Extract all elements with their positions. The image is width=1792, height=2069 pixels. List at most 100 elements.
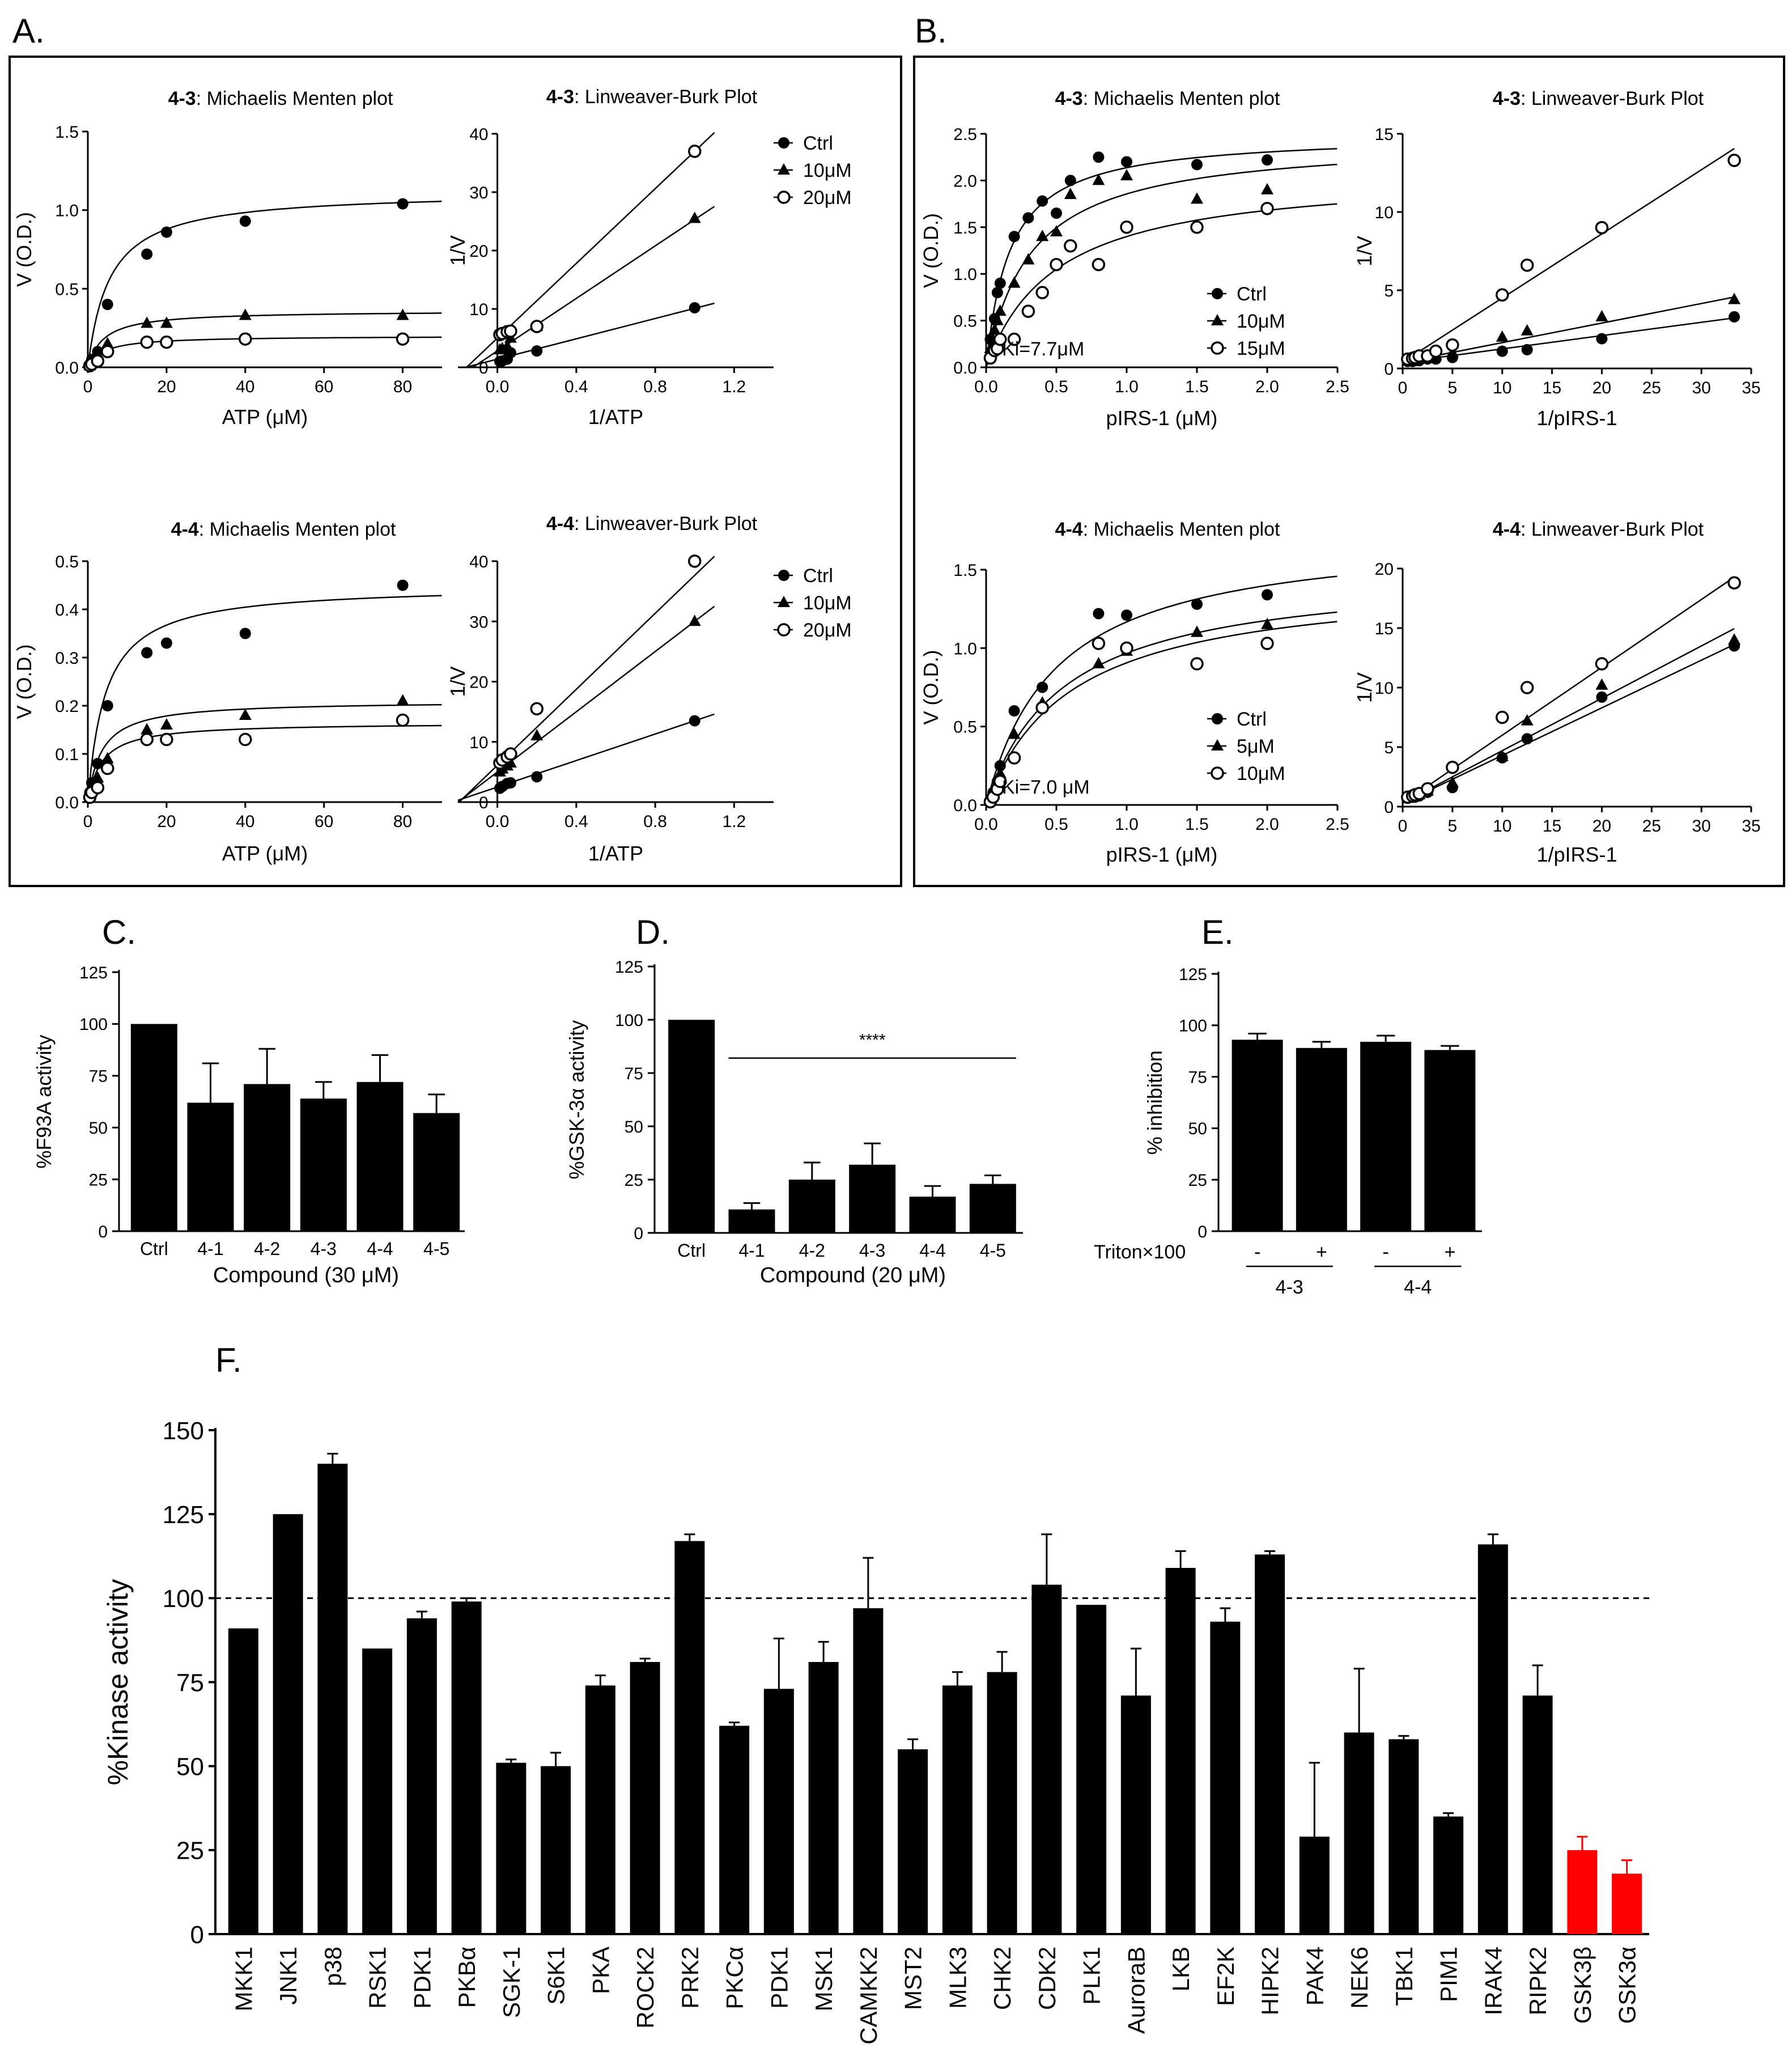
- x-tick-label: 0.8: [643, 378, 667, 396]
- series-Ctrl: [465, 302, 715, 368]
- data-point: [239, 332, 252, 346]
- legend-marker: [1211, 766, 1224, 780]
- series-10μM: [472, 206, 715, 368]
- x-tick-label: PKA: [587, 1947, 614, 1994]
- x-tick-label: AuroraB: [1123, 1947, 1149, 2034]
- x-axis-label: 1/pIRS-1: [1536, 843, 1617, 866]
- data-point: [1037, 681, 1048, 693]
- triton-sign: -: [1254, 1241, 1260, 1263]
- bar-SGK-1: [496, 1762, 526, 1934]
- bar-MLK3: [942, 1685, 973, 1934]
- chart-title: 4-3: Michaelis Menten plot: [168, 88, 393, 109]
- data-point: [1496, 330, 1509, 342]
- y-tick-label: 25: [176, 1837, 204, 1865]
- panel-label-c: C.: [102, 913, 136, 951]
- bar-4-4: [909, 1197, 956, 1233]
- x-tick-label: 0: [1398, 817, 1408, 836]
- data-point: [1007, 332, 1021, 346]
- data-point: [1262, 154, 1273, 166]
- x-tick-label: 5: [1448, 379, 1458, 397]
- bar-CDK2: [1031, 1584, 1062, 1934]
- fit-line: [1402, 317, 1735, 363]
- x-tick-label: 0.5: [1044, 815, 1068, 834]
- legend-label: 15μM: [1237, 338, 1285, 359]
- x-tick-label: 60: [315, 812, 333, 831]
- x-tick-label: 4-2: [254, 1239, 280, 1259]
- x-tick-label: 15: [1543, 379, 1561, 397]
- y-tick-label: 1.0: [953, 639, 977, 658]
- legend-marker: [1212, 288, 1223, 299]
- data-point: [239, 732, 252, 747]
- panel-label-d: D.: [636, 913, 670, 951]
- data-point: [1728, 292, 1741, 304]
- y-tick-label: 100: [615, 1011, 643, 1030]
- bar-PLK1: [1076, 1605, 1107, 1934]
- x-tick-label: CAMKK2: [855, 1947, 882, 2045]
- data-point: [530, 729, 543, 741]
- y-tick-label: 0.1: [55, 745, 79, 764]
- x-tick-label: Ctrl: [140, 1239, 168, 1259]
- data-point: [1092, 257, 1106, 272]
- data-point: [504, 324, 517, 338]
- bar-PDK1: [406, 1618, 437, 1934]
- data-point: [91, 354, 105, 368]
- x-tick-label: 20: [157, 812, 176, 831]
- data-point: [1521, 324, 1534, 336]
- y-tick-label: 75: [89, 1067, 108, 1086]
- y-tick-label: 40: [469, 553, 488, 571]
- y-tick-label: 1.5: [55, 123, 79, 142]
- bar-p38: [317, 1464, 348, 1934]
- data-point: [1596, 333, 1608, 345]
- x-tick-label: 0.8: [643, 812, 667, 831]
- legend-label: 10μM: [1237, 763, 1285, 785]
- y-axis-label: %Kinase activity: [102, 1579, 134, 1785]
- fit-curve: [87, 595, 442, 803]
- data-point: [688, 554, 702, 568]
- bar-PDK1: [763, 1689, 794, 1934]
- x-tick-label: MLK3: [944, 1947, 971, 2009]
- y-tick-label: 50: [625, 1118, 643, 1137]
- series-Ctrl: [984, 148, 1337, 368]
- data-point: [688, 145, 702, 158]
- x-tick-label: 10: [1493, 817, 1511, 836]
- data-point: [91, 781, 105, 795]
- data-point: [1037, 195, 1048, 207]
- data-point: [991, 313, 1004, 325]
- x-tick-label: 4-4: [367, 1239, 393, 1259]
- data-point: [1120, 169, 1133, 181]
- y-tick-label: 75: [625, 1065, 643, 1083]
- fit-curve: [87, 703, 442, 803]
- y-tick-label: 2.0: [953, 172, 977, 190]
- x-tick-label: PDK1: [409, 1947, 435, 2009]
- data-point: [1595, 309, 1608, 321]
- x-tick-label: 0: [83, 378, 93, 396]
- bar-RSK1: [362, 1648, 393, 1934]
- y-tick-label: 0.2: [55, 697, 79, 716]
- bar-PKCα: [719, 1725, 750, 1934]
- legend-label: 10μM: [803, 160, 852, 181]
- data-point: [160, 718, 173, 730]
- x-tick-label: MKK1: [230, 1947, 257, 2011]
- chart-b3: 0.0 0.5 1.0 1.5 0.0 0.5 1.0 1.5 2.0 2.5 4-4: Micha…: [919, 519, 1349, 866]
- data-point: [1729, 311, 1740, 323]
- data-point: [993, 774, 1007, 788]
- series-20μM: [83, 713, 442, 804]
- data-point: [1007, 751, 1021, 765]
- bar-4-3: [849, 1164, 896, 1233]
- x-tick-label: 4-3: [311, 1239, 337, 1259]
- group-label: 4-3: [1276, 1277, 1303, 1298]
- y-tick-label: 20: [469, 673, 488, 692]
- x-tick-label: 10: [1493, 379, 1511, 397]
- data-point: [1191, 159, 1203, 171]
- group-label: 4-4: [1404, 1277, 1432, 1298]
- series-15μM: [983, 202, 1337, 368]
- y-tick-label: 1.0: [953, 265, 977, 284]
- bar-HIPK2: [1255, 1554, 1285, 1934]
- data-point: [1120, 641, 1133, 655]
- data-point: [1021, 304, 1035, 318]
- y-tick-label: 100: [163, 1585, 204, 1613]
- data-point: [530, 320, 543, 333]
- x-tick-label: RSK1: [364, 1947, 391, 2009]
